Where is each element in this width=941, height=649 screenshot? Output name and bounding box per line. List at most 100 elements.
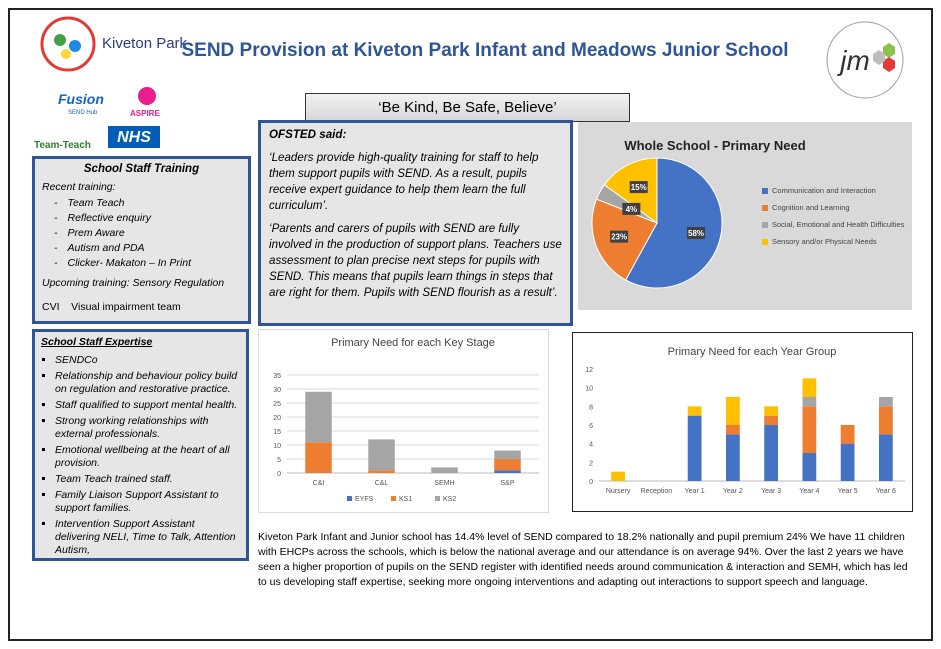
y-tick-label: 35 <box>273 373 281 380</box>
y-tick-label: 10 <box>273 443 281 450</box>
logo-ring <box>826 21 904 99</box>
x-tick-label: S&P <box>500 480 514 487</box>
y-tick-label: 5 <box>277 457 281 464</box>
legend-swatch <box>347 496 352 501</box>
ofsted-box: OFSTED said: ‘Leaders provide high-quali… <box>258 120 573 326</box>
list-item: Team Teach <box>68 197 241 209</box>
logo-text: Team-Teach <box>34 140 91 151</box>
summary: Kiveton Park Infant and Junior school ha… <box>258 531 908 588</box>
data-label: 23% <box>611 233 627 242</box>
label-bg <box>629 181 648 194</box>
label-bg <box>687 227 706 240</box>
legend-swatch <box>762 205 768 211</box>
y-tick-label: 8 <box>589 404 593 411</box>
y-tick-label: 25 <box>273 401 281 408</box>
legend-entry: Communication and Interaction <box>762 186 907 196</box>
bar-segment <box>305 391 332 443</box>
box-title: OFSTED said: <box>269 128 347 141</box>
logo-text: SEND Hub <box>68 110 98 116</box>
list-item: Emotional wellbeing at the heart of all … <box>55 444 240 470</box>
hex <box>883 43 895 58</box>
training-box: School Staff Training Recent training: T… <box>32 156 251 324</box>
quote: ‘Parents and carers of pupils with SEND … <box>269 222 562 299</box>
x-tick-label: C&I <box>313 480 325 487</box>
x-tick-label: C&L <box>375 480 389 487</box>
legend-swatch <box>435 496 440 501</box>
legend-label: KS2 <box>443 496 456 503</box>
y-tick-label: 12 <box>585 367 593 374</box>
bar-segment <box>687 415 702 481</box>
list-item: Intervention Support Assistant deliverin… <box>55 518 240 557</box>
bar-segment <box>764 415 779 425</box>
box-title: School Staff Training <box>83 163 200 175</box>
legend-label: Sensory and/or Physical Needs <box>772 237 877 246</box>
logo-text: ASPIRE <box>130 109 160 118</box>
bar-chart: Primary Need for each Year Group 0 2 4 6 8 10 1… <box>585 346 905 495</box>
chart-title: Primary Need for each Year Group <box>668 346 837 358</box>
jm-logo: jm <box>826 21 904 99</box>
label-bg <box>622 202 641 215</box>
label: CVI Visual impairment team <box>42 301 181 313</box>
hex <box>873 50 885 65</box>
list-item: Relationship and behaviour policy build … <box>55 370 240 396</box>
bar-segment <box>431 467 458 473</box>
expertise-list: SENDCo Relationship and behaviour policy … <box>41 354 240 557</box>
logo-text: NHS <box>117 129 151 146</box>
legend-swatch <box>762 239 768 245</box>
chart-panel: Primary Need for each Key Stage 0 5 10 15 20 2… <box>258 329 549 513</box>
bar-segment <box>725 425 740 435</box>
data-label: 15% <box>631 183 647 192</box>
pie-chart: Whole School - Primary Need 58% 23% 4% 15% <box>591 138 806 289</box>
bar-chart: Primary Need for each Key Stage 0 5 10 15 20 2… <box>273 337 539 503</box>
bar-segment <box>840 443 855 481</box>
bar-segment <box>878 406 893 435</box>
x-tick-label: Year 3 <box>761 488 781 495</box>
label: Recent training: <box>42 181 116 193</box>
bar-segment <box>725 434 740 481</box>
legend-label: Communication and Interaction <box>772 186 876 195</box>
bar-segment <box>878 434 893 481</box>
list-item: Team Teach trained staff. <box>55 473 240 486</box>
legend-entry: Social, Emotional and Health Difficultie… <box>762 220 907 230</box>
bar-segment <box>802 406 817 453</box>
y-tick-label: 4 <box>589 442 593 449</box>
legend-entry: Sensory and/or Physical Needs <box>762 237 907 247</box>
legend-swatch <box>762 188 768 194</box>
x-tick-label: Year 4 <box>799 488 819 495</box>
label-bg <box>610 230 629 243</box>
legend: Communication and Interaction Cognition a… <box>762 186 907 254</box>
legend-label: EYFS <box>355 496 374 503</box>
expertise-box: School Staff Expertise SENDCo Relationshi… <box>32 329 249 561</box>
x-tick-label: Year 1 <box>685 488 705 495</box>
legend-swatch <box>762 222 768 228</box>
legend-entry: Cognition and Learning <box>762 203 907 213</box>
bar-segment <box>305 442 332 473</box>
motto: ‘Be Kind, Be Safe, Believe’ <box>305 93 630 122</box>
chart-panel: Primary Need for each Year Group 0 2 4 6 8 10 1… <box>572 332 913 512</box>
logo-dot <box>61 49 71 59</box>
pie-panel: Whole School - Primary Need 58% 23% 4% 15% C… <box>578 122 912 310</box>
x-tick-label: SEMH <box>434 480 454 487</box>
quote: ‘Leaders provide high-quality training f… <box>269 151 539 212</box>
legend-label: Cognition and Learning <box>772 203 850 212</box>
bar-segment <box>368 470 395 473</box>
label: Upcoming training: Sensory Regulation <box>42 277 225 289</box>
bar-segment <box>840 425 855 444</box>
list-item: Reflective enquiry <box>68 212 241 224</box>
training-list: Team Teach Reflective enquiry Prem Aware Au… <box>42 197 241 269</box>
page-frame <box>8 8 933 641</box>
list-item: Autism and PDA <box>68 242 241 254</box>
chart-title: Whole School - Primary Need <box>624 138 805 153</box>
list-item: Strong working relationships with extern… <box>55 415 240 441</box>
legend-swatch <box>391 496 396 501</box>
list-item: Clicker- Makaton – In Print <box>68 257 241 269</box>
bar-segment <box>368 439 395 471</box>
x-tick-label: Year 6 <box>876 488 896 495</box>
y-tick-label: 10 <box>585 386 593 393</box>
y-tick-label: 15 <box>273 429 281 436</box>
bar-segment <box>725 397 740 425</box>
logo-dot <box>69 40 81 52</box>
bar-segment <box>764 406 779 416</box>
box-title: School Staff Expertise <box>41 336 153 348</box>
